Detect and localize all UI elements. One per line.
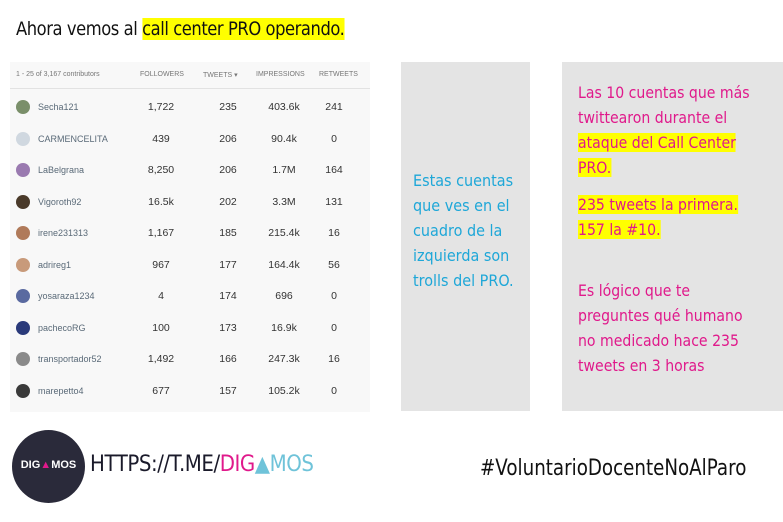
- tweets-value: 185: [219, 227, 237, 239]
- table-row: LaBelgrana 8,250 206 1.7M 164: [10, 155, 370, 186]
- impressions-value: 90.4k: [271, 132, 297, 145]
- retweets-value: 241: [325, 101, 343, 113]
- hashtag: #VoluntarioDocenteNoAlParo: [480, 456, 747, 481]
- retweets-value: 56: [328, 258, 340, 271]
- header-retweets[interactable]: RETWEETS: [319, 71, 358, 78]
- tweets-value: 206: [219, 132, 237, 145]
- table-row: pachecoRG 100 173 16.9k 0: [10, 313, 370, 344]
- right-p1-text: Las 10 cuentas que más twittearon durant…: [578, 83, 750, 127]
- table-row: marepetto4 677 157 105.2k 0: [10, 376, 370, 407]
- contributors-count: 1 - 25 of 3,167 contributors: [16, 71, 100, 78]
- impressions-value: 164.4k: [268, 258, 300, 271]
- tweets-value: 174: [219, 290, 237, 302]
- username[interactable]: pachecoRG: [38, 322, 86, 333]
- right-paragraph-1: Las 10 cuentas que más twittearon durant…: [578, 80, 754, 180]
- right-p2-highlight: 235 tweets la primera. 157 la #10.: [578, 195, 738, 239]
- followers-value: 677: [152, 384, 170, 397]
- followers-value: 8,250: [147, 164, 175, 176]
- avatar[interactable]: [16, 289, 30, 303]
- followers-value: 967: [152, 258, 170, 271]
- table-row: irene231313 1,167 185 215.4k 16: [10, 218, 370, 249]
- logo-text: DIG▲MOS: [20, 459, 77, 471]
- impressions-value: 247.3k: [268, 353, 300, 365]
- impressions-value: 215.4k: [268, 227, 300, 239]
- followers-value: 4: [158, 290, 164, 302]
- table-row: adrireg1 967 177 164.4k 56: [10, 250, 370, 281]
- followers-value: 100: [152, 321, 170, 334]
- right-p1-highlight: ataque del Call Center PRO.: [578, 133, 736, 177]
- impressions-value: 403.6k: [268, 101, 300, 113]
- retweets-value: 16: [328, 227, 340, 239]
- avatar[interactable]: [16, 226, 30, 240]
- table-row: Vigoroth92 16.5k 202 3.3M 131: [10, 187, 370, 218]
- username[interactable]: Vigoroth92: [38, 196, 82, 207]
- table-row: CARMENCELITA 439 206 90.4k 0: [10, 124, 370, 155]
- followers-value: 439: [152, 132, 170, 145]
- impressions-value: 105.2k: [268, 384, 300, 397]
- retweets-value: 0: [331, 321, 337, 334]
- right-paragraph-2: 235 tweets la primera. 157 la #10.: [578, 192, 754, 242]
- retweets-value: 16: [328, 353, 340, 365]
- table-header: 1 - 25 of 3,167 contributors FOLLOWERS T…: [10, 62, 370, 89]
- impressions-value: 696: [275, 290, 293, 302]
- contributors-table: 1 - 25 of 3,167 contributors FOLLOWERS T…: [10, 62, 370, 412]
- tweets-value: 235: [219, 101, 237, 113]
- tweets-value: 157: [219, 384, 237, 397]
- followers-value: 1,492: [147, 353, 175, 365]
- avatar[interactable]: [16, 257, 30, 272]
- username[interactable]: irene231313: [38, 228, 89, 238]
- avatar[interactable]: [16, 383, 30, 398]
- middle-text: Estas cuentas que ves en el cuadro de la…: [413, 171, 514, 290]
- username[interactable]: LaBelgrana: [38, 165, 85, 175]
- telegram-link[interactable]: HTTPS://T.ME/DIG▲MOS: [90, 452, 314, 477]
- avatar[interactable]: [16, 131, 30, 146]
- digamos-logo: DIG▲MOS: [12, 430, 85, 503]
- username[interactable]: adrireg1: [38, 259, 72, 270]
- retweets-value: 164: [325, 164, 343, 176]
- retweets-value: 0: [331, 384, 337, 397]
- username[interactable]: marepetto4: [38, 385, 84, 396]
- avatar[interactable]: [16, 352, 30, 366]
- table-row: transportador52 1,492 166 247.3k 16: [10, 344, 370, 375]
- retweets-value: 0: [331, 290, 337, 302]
- tweets-value: 206: [219, 164, 237, 176]
- header-tweets[interactable]: TWEETS ▾: [203, 72, 238, 79]
- username[interactable]: CARMENCELITA: [38, 133, 108, 144]
- header-impressions[interactable]: IMPRESSIONS: [256, 71, 305, 78]
- avatar[interactable]: [16, 194, 30, 209]
- tweets-value: 173: [219, 321, 237, 334]
- username[interactable]: Secha121: [38, 102, 79, 112]
- table-row: Secha121 1,722 235 403.6k 241: [10, 92, 370, 123]
- right-panel: Las 10 cuentas que más twittearon durant…: [562, 62, 783, 411]
- followers-value: 1,167: [147, 227, 175, 239]
- impressions-value: 1.7M: [272, 164, 296, 176]
- right-paragraph-3: Es lógico que te preguntes qué humano no…: [578, 281, 743, 375]
- followers-value: 16.5k: [148, 195, 174, 208]
- header-followers[interactable]: FOLLOWERS: [140, 71, 184, 78]
- tweets-value: 177: [219, 258, 237, 271]
- headline: Ahora vemos al call center PRO operando.: [16, 18, 345, 40]
- username[interactable]: transportador52: [38, 354, 102, 364]
- tweets-value: 202: [219, 195, 237, 208]
- followers-value: 1,722: [147, 101, 175, 113]
- avatar[interactable]: [16, 320, 30, 335]
- tweets-value: 166: [219, 353, 237, 365]
- avatar[interactable]: [16, 163, 30, 177]
- headline-highlight: call center PRO operando.: [142, 18, 345, 40]
- retweets-value: 0: [331, 132, 337, 145]
- impressions-value: 3.3M: [272, 195, 296, 208]
- headline-prefix: Ahora vemos al: [16, 18, 143, 40]
- table-row: yosaraza1234 4 174 696 0: [10, 281, 370, 312]
- impressions-value: 16.9k: [271, 321, 297, 334]
- username[interactable]: yosaraza1234: [38, 291, 95, 301]
- middle-panel: Estas cuentas que ves en el cuadro de la…: [401, 62, 530, 411]
- retweets-value: 131: [325, 195, 343, 208]
- avatar[interactable]: [16, 100, 30, 114]
